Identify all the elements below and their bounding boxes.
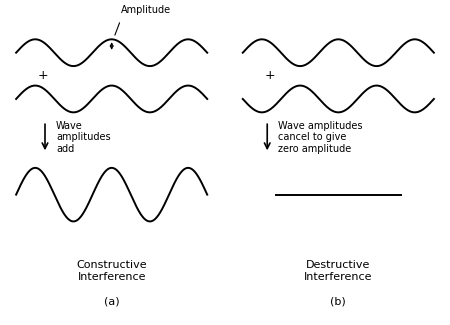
Text: Wave amplitudes
cancel to give
zero amplitude: Wave amplitudes cancel to give zero ampl… bbox=[279, 121, 363, 154]
Text: (b): (b) bbox=[330, 296, 346, 306]
Text: Destructive
Interference: Destructive Interference bbox=[304, 260, 373, 282]
Text: (a): (a) bbox=[104, 296, 120, 306]
Text: Constructive
Interference: Constructive Interference bbox=[76, 260, 147, 282]
Text: Wave
amplitudes
add: Wave amplitudes add bbox=[56, 121, 111, 154]
Text: Amplitude: Amplitude bbox=[121, 6, 171, 15]
Text: +: + bbox=[264, 70, 275, 83]
Text: +: + bbox=[37, 70, 48, 83]
